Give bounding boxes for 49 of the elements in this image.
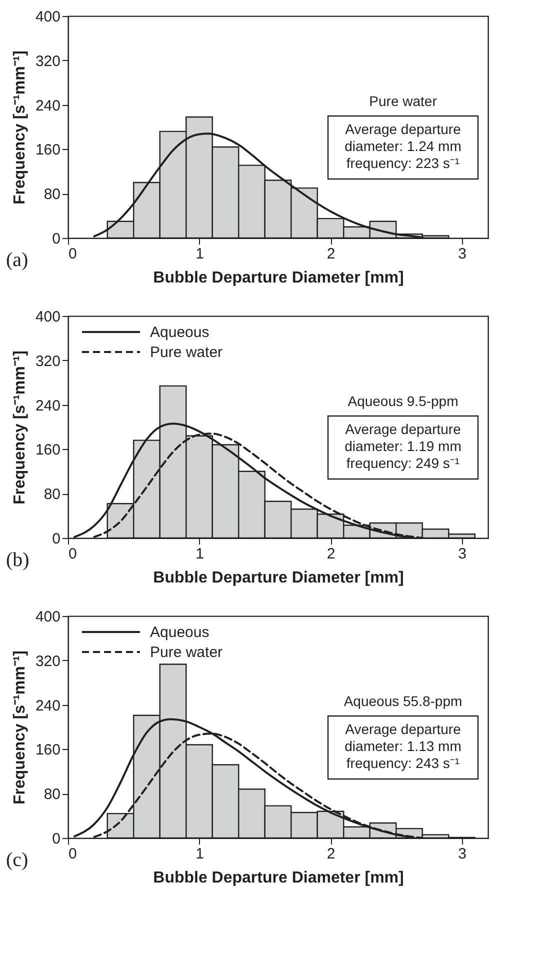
- legend-label: Pure water: [150, 644, 223, 661]
- text: (b): [6, 549, 30, 571]
- y-tick-label: 160: [35, 142, 60, 159]
- y-axis-title: Frequency [s⁻¹mm⁻¹]: [11, 650, 28, 805]
- y-axis-title: Frequency [s⁻¹mm⁻¹]: [11, 350, 28, 505]
- x-tick-label: 0: [68, 246, 77, 262]
- legend-label: Aqueous: [150, 624, 210, 641]
- annotation: Aqueous 9.5-ppm: [348, 393, 458, 409]
- y-tick-label: 240: [35, 397, 60, 414]
- x-tick-label: 1: [196, 246, 204, 262]
- x-tick-label: 3: [458, 846, 466, 862]
- legend-label: Aqueous: [150, 324, 210, 341]
- y-tick-label: 0: [52, 230, 60, 248]
- x-axis-title: Bubble Departure Diameter [mm]: [153, 570, 404, 586]
- x-tick-label: 1: [196, 846, 204, 862]
- text: (a): [6, 249, 28, 271]
- x-tick-label: 3: [458, 246, 466, 262]
- y-tick-label: 240: [35, 697, 60, 714]
- annotation: Pure water: [369, 93, 438, 109]
- y-tick-label: 400: [35, 308, 60, 326]
- annotation: Average departure diameter: 1.19 mm frequency: 249 s⁻¹: [344, 421, 462, 471]
- x-tick-label: 2: [326, 246, 336, 262]
- y-tick-label: 400: [35, 608, 60, 626]
- y-tick-label: 320: [35, 652, 60, 670]
- x-axis-title: Bubble Departure Diameter [mm]: [153, 270, 404, 286]
- x-tick-label: 3: [458, 546, 466, 562]
- x-tick-label: 0: [68, 846, 77, 862]
- text: (c): [6, 849, 28, 871]
- y-tick-label: 160: [35, 742, 60, 759]
- x-tick-label: 0: [68, 546, 77, 562]
- legend-label: Pure water: [150, 344, 223, 361]
- x-axis-title: Bubble Departure Diameter [mm]: [153, 870, 404, 886]
- y-tick-label: 80: [44, 786, 60, 804]
- y-tick-label: 320: [35, 52, 60, 70]
- x-tick-label: 2: [326, 846, 336, 862]
- y-tick-label: 240: [35, 97, 60, 114]
- annotation: Aqueous 55.8-ppm: [344, 693, 462, 709]
- y-tick-label: 80: [44, 186, 60, 204]
- y-tick-label: 0: [52, 530, 60, 548]
- x-tick-label: 2: [326, 546, 336, 562]
- x-tick-label: 1: [196, 546, 204, 562]
- y-tick-label: 0: [52, 830, 60, 848]
- y-tick-label: 400: [35, 8, 60, 26]
- annotation: Average departure diameter: 1.24 mm frequency: 223 s⁻¹: [344, 121, 462, 171]
- y-tick-label: 160: [35, 442, 60, 459]
- y-axis-title: Frequency [s⁻¹mm⁻¹]: [11, 50, 28, 205]
- annotation: Average departure diameter: 1.13 mm frequency: 243 s⁻¹: [344, 721, 462, 771]
- y-tick-label: 320: [35, 352, 60, 370]
- y-tick-label: 80: [44, 486, 60, 504]
